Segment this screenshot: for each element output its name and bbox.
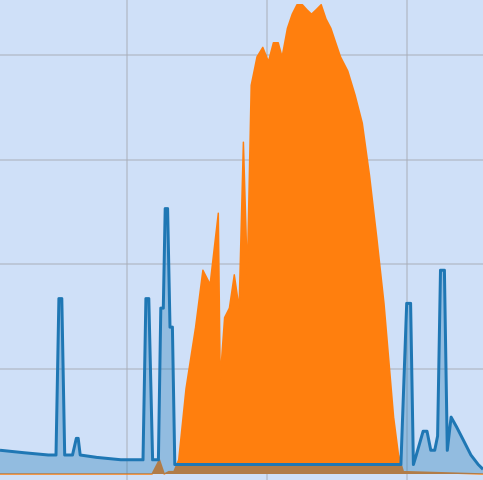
series-layer (0, 3, 483, 475)
blue-series-line (0, 207, 483, 471)
orange-series-line (0, 3, 483, 475)
